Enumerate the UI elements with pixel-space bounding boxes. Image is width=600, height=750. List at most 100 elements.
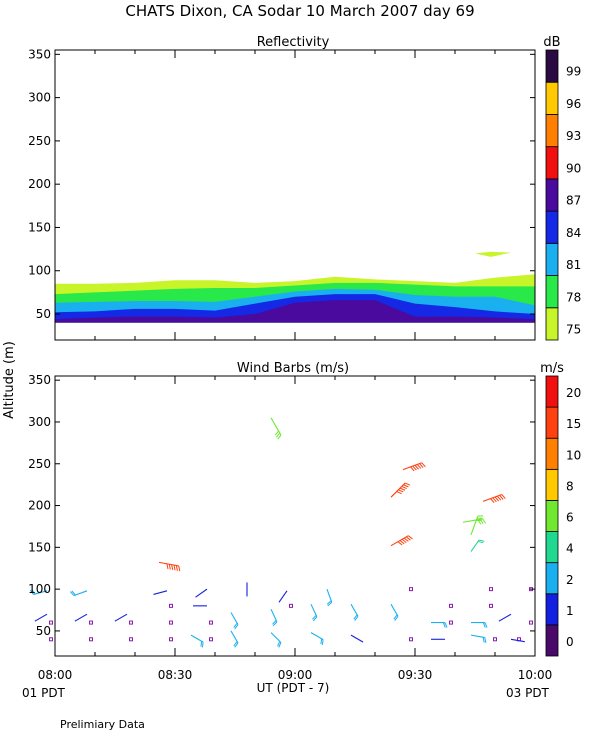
calm-wind-point (49, 637, 53, 642)
left-footer-label: 01 PDT (22, 686, 66, 700)
colorbar-label: 81 (566, 258, 581, 272)
reflectivity-colorbar-unit: dB (543, 35, 560, 50)
reflectivity-patch (475, 251, 511, 257)
colorbar-swatch (545, 468, 559, 501)
altitude-axis-label: Altitude (m) (2, 341, 17, 419)
y-tick-label: 250 (28, 134, 51, 148)
x-tick-label: 08:00 (38, 668, 73, 682)
colorbar-label: 20 (566, 386, 581, 400)
calm-wind-point (409, 587, 413, 592)
wind-barb (34, 613, 48, 622)
colorbar-label: 96 (566, 97, 581, 111)
wind-barb (470, 515, 484, 535)
calm-wind-point (49, 620, 53, 625)
reflectivity-layer (55, 300, 535, 323)
y-tick-label: 150 (28, 540, 51, 554)
calm-wind-point (129, 637, 133, 642)
right-footer-label: 03 PDT (506, 686, 550, 700)
calm-wind-point (449, 620, 453, 625)
wind-barb (270, 608, 278, 627)
colorbar-swatch (545, 562, 559, 595)
colorbar-swatch (545, 375, 559, 408)
wind-barb (390, 603, 399, 621)
wind-barb (350, 603, 359, 621)
calm-wind-point (489, 603, 493, 608)
colorbar-label: 8 (566, 479, 574, 493)
colorbar-label: 10 (566, 448, 581, 462)
colorbar-label: 75 (566, 323, 581, 337)
wind-barb (153, 590, 168, 595)
y-tick-label: 350 (28, 373, 51, 387)
colorbar-label: 0 (566, 635, 574, 649)
colorbar-label: 6 (566, 511, 574, 525)
calm-wind-point (169, 637, 173, 642)
calm-wind-point (129, 620, 133, 625)
wind-barb (230, 630, 239, 648)
wind-barb (190, 634, 204, 648)
y-tick-label: 200 (28, 177, 51, 191)
calm-wind-point (169, 620, 173, 625)
wind-barb (326, 588, 333, 607)
colorbar-swatch (545, 531, 559, 564)
colorbar-label: 2 (566, 573, 574, 587)
wind-barb (470, 539, 485, 552)
calm-wind-point (409, 637, 413, 642)
colorbar-swatch (545, 437, 559, 470)
colorbar-swatch (545, 242, 559, 276)
wind-plot-frame (54, 375, 536, 657)
wind-barb (390, 535, 413, 547)
wind-barb (482, 494, 506, 503)
calm-wind-point (209, 637, 213, 642)
colorbar-swatch (545, 146, 559, 180)
calm-wind-point (169, 603, 173, 608)
colorbar-swatch (545, 307, 559, 341)
reflectivity-contours (55, 251, 535, 323)
wind-barb (350, 634, 364, 643)
wind-barb (195, 588, 208, 598)
x-tick-label: 09:30 (398, 668, 433, 682)
y-tick-label: 50 (36, 307, 51, 321)
wind-barb (74, 613, 88, 622)
y-tick-label: 300 (28, 91, 51, 105)
calm-wind-point (209, 620, 213, 625)
wind-barb (310, 632, 324, 645)
colorbar-swatch (545, 406, 559, 439)
wind-barb (390, 482, 411, 498)
wind-barb (114, 613, 128, 622)
colorbar-label: 84 (566, 226, 581, 240)
reflectivity-y-axis: 50 100 150 200 250 300 350 (28, 47, 535, 321)
x-tick-label: 08:30 (158, 668, 193, 682)
colorbar-swatch (545, 178, 559, 212)
x-tick-label: 09:00 (278, 668, 313, 682)
figure-title: CHATS Dixon, CA Sodar 10 March 2007 day … (125, 2, 474, 20)
colorbar-swatch (545, 210, 559, 244)
colorbar-swatch (545, 275, 559, 309)
wind-barb (462, 518, 486, 525)
wind-colorbar: 0 1 2 4 6 8 10 15 20 (545, 375, 581, 657)
calm-wind-point (289, 603, 293, 608)
wind-barb (69, 590, 88, 597)
colorbar-swatch (545, 114, 559, 148)
calm-wind-point (489, 587, 493, 592)
calm-wind-point (89, 637, 93, 642)
wind-barb (402, 462, 426, 472)
x-tick-label: 10:00 (518, 668, 553, 682)
wind-barb (470, 634, 487, 643)
y-tick-label: 250 (28, 457, 51, 471)
wind-barb (471, 622, 488, 628)
calm-wind-point (449, 603, 453, 608)
wind-barb (230, 612, 239, 630)
wind-barb (29, 589, 48, 595)
wind-barb (158, 561, 181, 572)
colorbar-swatch (545, 593, 559, 626)
colorbar-label: 87 (566, 194, 581, 208)
y-tick-label: 350 (28, 47, 51, 61)
calm-wind-point (493, 637, 497, 642)
preliminary-note: Prelimiary Data (60, 718, 145, 731)
y-tick-label: 100 (28, 582, 51, 596)
colorbar-label: 15 (566, 417, 581, 431)
time-axis-label: UT (PDT - 7) (257, 681, 330, 695)
colorbar-label: 93 (566, 129, 581, 143)
reflectivity-colorbar: 75 78 81 84 87 90 93 96 99 (545, 49, 581, 341)
